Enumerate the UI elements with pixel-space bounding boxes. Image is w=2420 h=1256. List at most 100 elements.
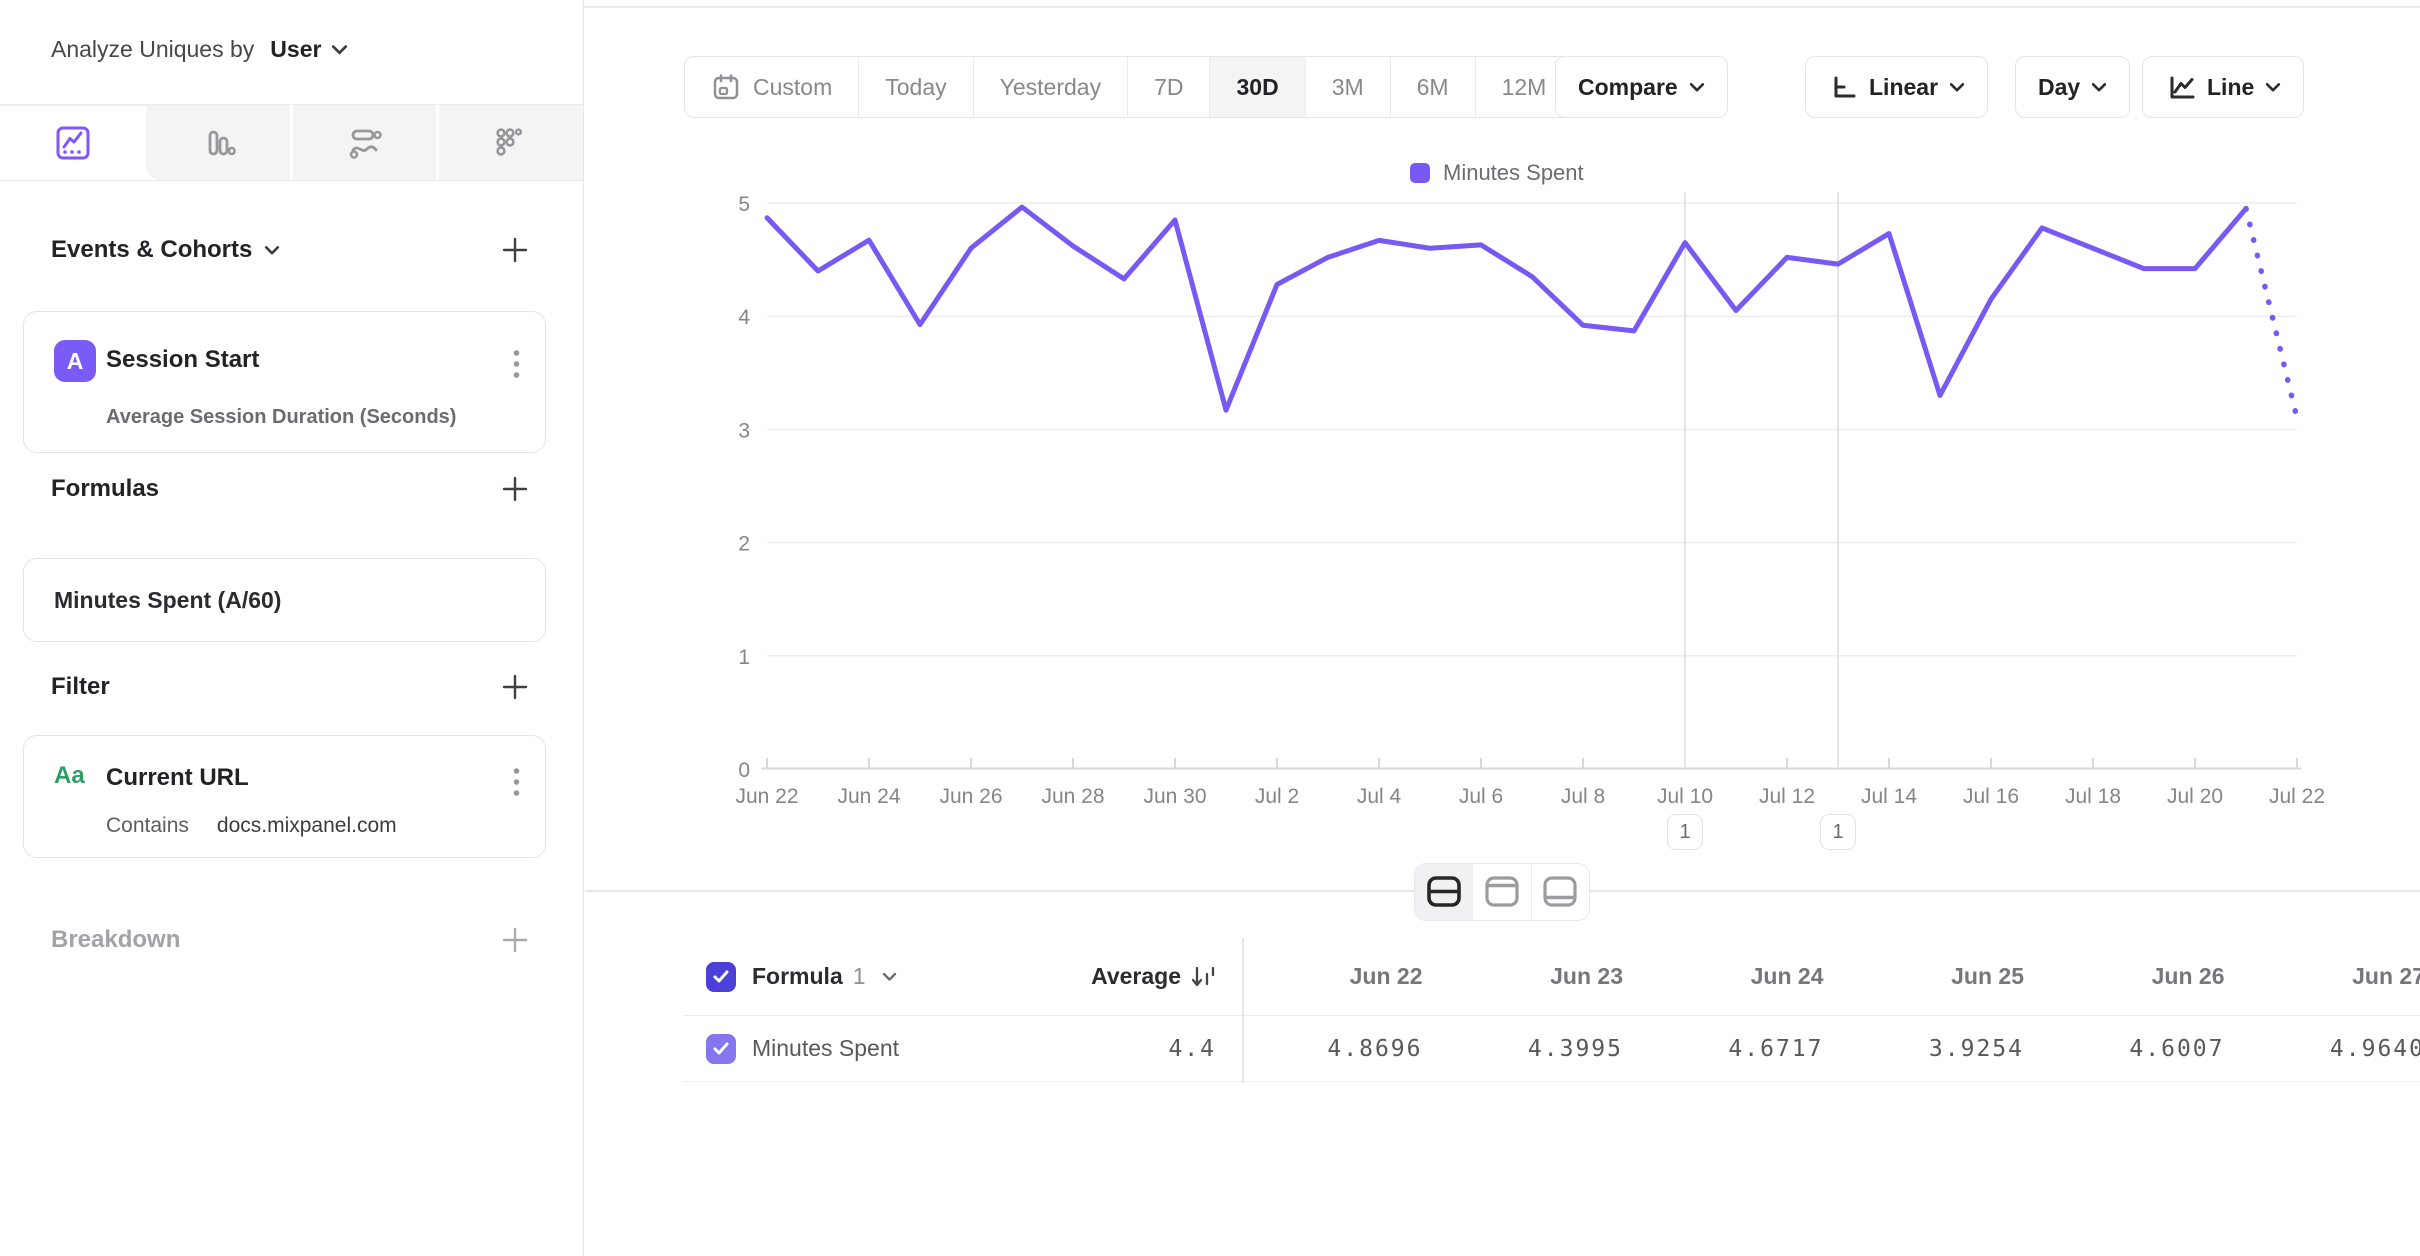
legend-swatch	[1410, 163, 1430, 183]
analyze-value[interactable]: User	[270, 36, 322, 62]
date-column-header: Jun 24	[1750, 963, 1824, 989]
flow-tab-icon	[349, 129, 382, 159]
kebab-menu-icon[interactable]	[512, 766, 521, 800]
formula-card[interactable]: Minutes Spent (A/60)	[23, 558, 546, 642]
svg-text:1: 1	[738, 646, 750, 669]
legend-label: Minutes Spent	[1443, 160, 1584, 185]
series-name: Minutes Spent	[752, 1035, 900, 1061]
filter-operator[interactable]: Contains	[106, 814, 189, 837]
events-cohorts-header: Events & Cohorts	[51, 228, 543, 272]
chart-area: 0 1 2 3 4 5 Jun 22 Jun 24 Jun 26 Jun 28 Jun 30 Jul …	[585, 130, 2420, 870]
table-cell-value: 3.9254	[1928, 1035, 2024, 1062]
chevron-down-icon	[1949, 82, 1965, 91]
range-7d[interactable]: 7D	[1127, 57, 1209, 117]
tab-divider	[290, 105, 293, 180]
incomplete-data-dotted-segment	[2243, 205, 2300, 421]
average-column-label[interactable]: Average	[1091, 963, 1181, 989]
chevron-down-icon	[332, 44, 348, 54]
date-column-header: Jun 26	[2151, 963, 2225, 989]
range-yesterday[interactable]: Yesterday	[972, 57, 1127, 117]
filter-value[interactable]: docs.mixpanel.com	[216, 814, 397, 837]
chart-type-button[interactable]: Line	[2142, 56, 2305, 118]
average-value: 4.4	[1168, 1035, 1216, 1062]
range-today[interactable]: Today	[858, 57, 972, 117]
table-column-divider	[1242, 938, 1244, 1083]
filter-card[interactable]: Aa Current URL Contains docs.mixpanel.co…	[23, 735, 546, 858]
table-layout-toggle	[1414, 863, 1590, 921]
svg-text:Jun 22: Jun 22	[735, 785, 798, 808]
svg-text:Jun 26: Jun 26	[939, 785, 1002, 808]
svg-text:Jun 30: Jun 30	[1143, 785, 1206, 808]
annotation-badge[interactable]: 1	[1667, 814, 1703, 850]
chevron-down-icon[interactable]	[264, 245, 280, 256]
table-cell-value: 4.6717	[1728, 1035, 1824, 1062]
compare-button[interactable]: Compare	[1555, 56, 1728, 118]
tab-bar-chart[interactable]	[146, 105, 292, 180]
range-custom[interactable]: Custom	[685, 57, 858, 117]
breakdown-header: Breakdown	[51, 918, 543, 962]
annotation-badge[interactable]: 1	[1820, 814, 1856, 850]
scale-button[interactable]: Linear	[1805, 56, 1989, 118]
table-header-dates: Jun 22 Jun 23 Jun 24 Jun 25 Jun 26 Jun 27	[1239, 963, 2420, 990]
query-builder-sidebar: Analyze Uniques by User	[0, 0, 584, 1256]
bottom-bar-view-icon	[1543, 876, 1577, 907]
range-30d[interactable]: 30D	[1209, 57, 1305, 117]
string-property-icon: Aa	[54, 762, 85, 789]
series-checkbox[interactable]	[706, 1033, 736, 1064]
add-formula-button[interactable]	[501, 475, 529, 503]
svg-text:Jul 18: Jul 18	[2065, 785, 2121, 808]
chart-legend[interactable]: Minutes Spent	[1410, 160, 1584, 186]
formula-expression[interactable]: Minutes Spent (A/60)	[54, 586, 282, 613]
table-cell-value: 4.9640	[2329, 1035, 2420, 1062]
granularity-button[interactable]: Day	[2015, 56, 2131, 118]
tab-flow[interactable]	[292, 105, 438, 180]
add-breakdown-button[interactable]	[501, 926, 529, 954]
date-range-control: Custom Today Yesterday 7D 30D 3M 6M 12M	[684, 56, 1574, 118]
results-table: Formula 1 Average Jun 22 Jun 23 Jun 24 Jun …	[684, 938, 2420, 1083]
svg-text:2: 2	[738, 533, 750, 556]
table-header-row: Formula 1 Average Jun 22 Jun 23 Jun 24 Jun …	[684, 938, 2420, 1016]
layout-table-bottom-button[interactable]	[1530, 864, 1589, 920]
range-3m[interactable]: 3M	[1304, 57, 1390, 117]
svg-text:Jul 10: Jul 10	[1657, 785, 1713, 808]
analyze-label: Analyze Uniques by	[51, 36, 255, 62]
tab-divider	[436, 105, 439, 180]
event-letter-badge: A	[54, 340, 96, 382]
svg-text:Jul 20: Jul 20	[2167, 785, 2223, 808]
date-column-header: Jun 27	[2352, 963, 2420, 989]
svg-text:Jul 4: Jul 4	[1357, 785, 1402, 808]
chart-type-label: Line	[2207, 73, 2255, 100]
filter-property-name[interactable]: Current URL	[106, 764, 249, 791]
chevron-down-icon[interactable]	[882, 972, 897, 982]
sort-icon[interactable]	[1189, 964, 1216, 990]
svg-text:Jul 16: Jul 16	[1963, 785, 2019, 808]
event-card[interactable]: A Session Start Average Session Duration…	[23, 311, 546, 453]
add-filter-button[interactable]	[501, 673, 529, 701]
range-6m[interactable]: 6M	[1389, 57, 1475, 117]
table-cell-value: 4.8696	[1327, 1035, 1423, 1062]
layout-chart-top-button[interactable]	[1472, 864, 1530, 920]
sidebar-divider	[0, 104, 583, 106]
formula-column-label[interactable]: Formula	[752, 963, 843, 989]
select-all-checkbox[interactable]	[706, 961, 736, 992]
tab-insights-line[interactable]	[0, 105, 146, 180]
table-data-row[interactable]: Minutes Spent 4.4 4.8696 4.3995 4.6717 3.92…	[684, 1016, 2420, 1082]
compare-label: Compare	[1578, 73, 1678, 100]
date-column-header: Jun 23	[1550, 963, 1623, 989]
visualization-tabs	[0, 105, 583, 181]
split-view-icon	[1426, 876, 1461, 907]
date-column-header: Jun 25	[1951, 963, 2024, 989]
kebab-menu-icon[interactable]	[512, 348, 521, 382]
tab-retention[interactable]	[437, 105, 583, 180]
layout-split-button[interactable]	[1415, 864, 1473, 920]
analyze-uniques-row[interactable]: Analyze Uniques by User	[51, 36, 348, 63]
calendar-icon	[713, 74, 739, 100]
bar-chart-tab-icon	[208, 130, 236, 155]
add-event-button[interactable]	[501, 236, 529, 264]
svg-text:Jun 24: Jun 24	[837, 785, 900, 808]
event-aggregation[interactable]: Average Session Duration (Seconds)	[106, 406, 457, 428]
formula-column-index: 1	[852, 963, 866, 989]
range-12m[interactable]: 12M	[1474, 57, 1573, 117]
svg-text:5: 5	[738, 193, 750, 216]
event-name[interactable]: Session Start	[106, 346, 260, 373]
